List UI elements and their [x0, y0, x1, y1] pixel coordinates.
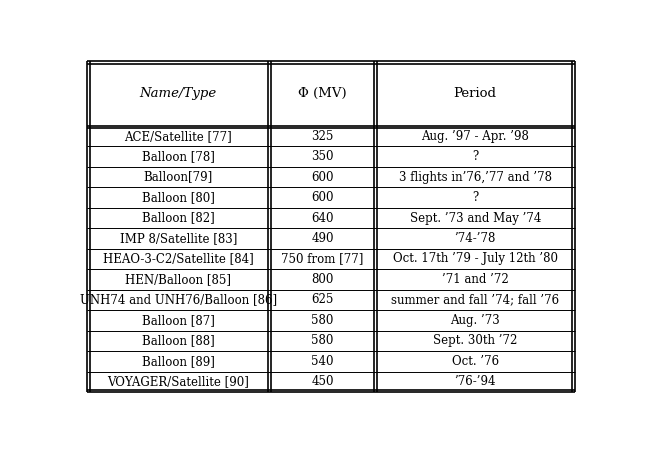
Text: Balloon [89]: Balloon [89]: [142, 355, 215, 368]
Text: UNH74 and UNH76/Balloon [86]: UNH74 and UNH76/Balloon [86]: [80, 293, 277, 306]
Text: 3 flights in’76,’77 and ’78: 3 flights in’76,’77 and ’78: [399, 171, 552, 184]
Text: 540: 540: [311, 355, 334, 368]
Text: Oct. ’76: Oct. ’76: [452, 355, 499, 368]
Text: 350: 350: [311, 150, 334, 163]
Text: Sept. ’73 and May ’74: Sept. ’73 and May ’74: [410, 211, 541, 224]
Text: 640: 640: [311, 211, 334, 224]
Text: Oct. 17th ’79 - July 12th ’80: Oct. 17th ’79 - July 12th ’80: [393, 252, 557, 265]
Text: Sept. 30th ’72: Sept. 30th ’72: [433, 335, 517, 348]
Text: Balloon [78]: Balloon [78]: [142, 150, 215, 163]
Text: VOYAGER/Satellite [90]: VOYAGER/Satellite [90]: [107, 375, 249, 388]
Text: 750 from [77]: 750 from [77]: [282, 252, 364, 265]
Text: 625: 625: [311, 293, 334, 306]
Text: 800: 800: [311, 273, 334, 286]
Text: IMP 8/Satellite [83]: IMP 8/Satellite [83]: [120, 232, 237, 245]
Text: 600: 600: [311, 191, 334, 204]
Text: Balloon [88]: Balloon [88]: [142, 335, 214, 348]
Text: ACE/Satellite [77]: ACE/Satellite [77]: [125, 130, 233, 143]
Text: Period: Period: [453, 87, 497, 100]
Text: ?: ?: [472, 191, 478, 204]
Text: 580: 580: [311, 314, 334, 327]
Text: Φ (MV): Φ (MV): [298, 87, 347, 100]
Text: ’76-’94: ’76-’94: [455, 375, 496, 388]
Text: Balloon[79]: Balloon[79]: [144, 171, 213, 184]
Text: ’74-’78: ’74-’78: [455, 232, 496, 245]
Text: Name/Type: Name/Type: [140, 87, 217, 100]
Text: 325: 325: [311, 130, 334, 143]
Text: Aug. ’73: Aug. ’73: [450, 314, 500, 327]
Text: Aug. ’97 - Apr. ’98: Aug. ’97 - Apr. ’98: [421, 130, 529, 143]
Text: Balloon [82]: Balloon [82]: [142, 211, 214, 224]
Text: 600: 600: [311, 171, 334, 184]
Text: 450: 450: [311, 375, 334, 388]
Text: HEN/Balloon [85]: HEN/Balloon [85]: [125, 273, 231, 286]
Text: Balloon [87]: Balloon [87]: [142, 314, 215, 327]
Text: Balloon [80]: Balloon [80]: [142, 191, 215, 204]
Text: 490: 490: [311, 232, 334, 245]
Text: 580: 580: [311, 335, 334, 348]
Text: summer and fall ’74; fall ’76: summer and fall ’74; fall ’76: [391, 293, 559, 306]
Text: ’71 and ’72: ’71 and ’72: [442, 273, 508, 286]
Text: HEAO-3-C2/Satellite [84]: HEAO-3-C2/Satellite [84]: [103, 252, 254, 265]
Text: ?: ?: [472, 150, 478, 163]
